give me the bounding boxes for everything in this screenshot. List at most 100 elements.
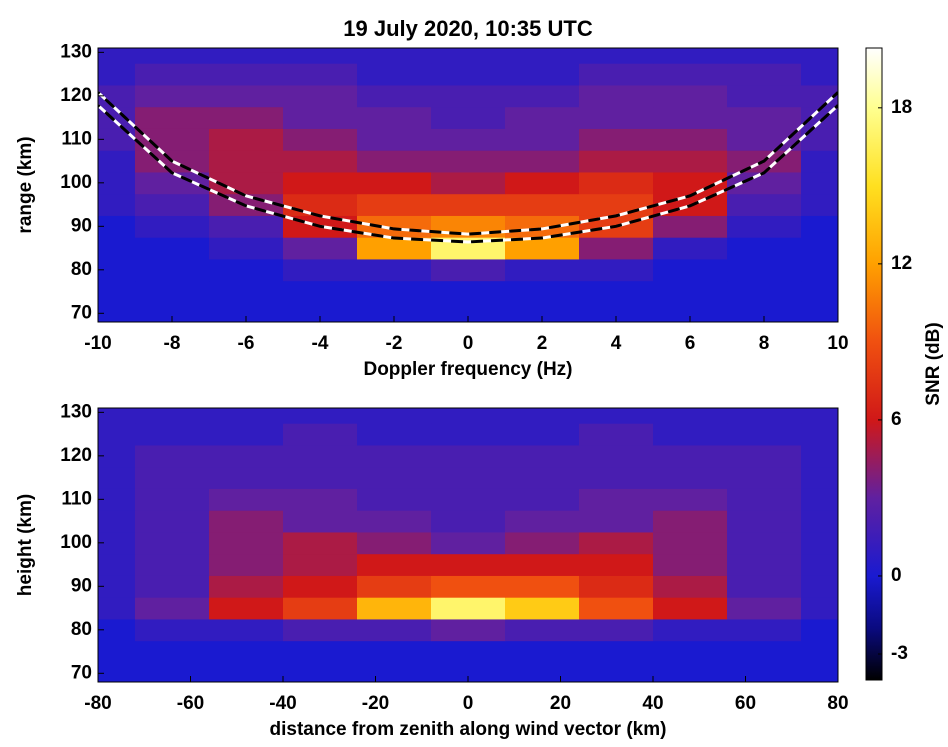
heatmap-cell <box>653 215 728 238</box>
heatmap-cell <box>505 280 580 303</box>
heatmap-cell <box>98 597 136 620</box>
heatmap-cell <box>135 280 210 303</box>
heatmap-cell <box>579 84 654 108</box>
heatmap-cell <box>579 408 654 424</box>
heatmap-cell <box>98 215 136 238</box>
heatmap-cell <box>357 510 432 533</box>
y-tick-label: 70 <box>71 662 92 683</box>
x-tick-label: -8 <box>164 333 181 354</box>
heatmap-cell <box>98 128 136 151</box>
heatmap-cell <box>801 302 838 322</box>
heatmap-cell <box>98 488 136 511</box>
heatmap-cell <box>357 553 432 576</box>
heatmap-cell <box>98 553 136 576</box>
heatmap-cell <box>505 531 580 555</box>
x-tick-label: -20 <box>362 693 389 714</box>
heatmap-cell <box>579 171 654 195</box>
y-axis-label: range (km) <box>15 136 36 233</box>
heatmap-cell <box>209 444 284 468</box>
heatmap-cell <box>357 597 432 620</box>
heatmap-cell <box>727 618 802 642</box>
heatmap-cell <box>653 575 728 598</box>
heatmap-cell <box>209 302 284 322</box>
heatmap-cell <box>431 575 506 598</box>
heatmap-cell <box>357 150 432 173</box>
heatmap-cell <box>505 618 580 642</box>
x-tick-label: 8 <box>759 333 770 354</box>
heatmap-cell <box>653 128 728 151</box>
heatmap-cell <box>283 618 358 642</box>
heatmap-cell <box>505 510 580 533</box>
heatmap-cell <box>431 444 506 468</box>
heatmap-cell <box>357 215 432 238</box>
heatmap-cell <box>653 258 728 282</box>
heatmap-cell <box>653 640 728 663</box>
heatmap-cell <box>135 106 210 129</box>
heatmap-cell <box>727 106 802 129</box>
heatmap-cell <box>98 423 136 446</box>
heatmap-cell <box>283 408 358 424</box>
heatmap-cell <box>727 84 802 108</box>
x-tick-label: -2 <box>386 333 403 354</box>
y-tick-label: 130 <box>60 401 92 422</box>
heatmap-cell <box>505 423 580 446</box>
heatmap-cell <box>283 84 358 108</box>
heatmap-cell <box>135 215 210 238</box>
heatmap-cell <box>209 662 284 682</box>
heatmap-cell <box>283 106 358 129</box>
heatmap-cell <box>653 302 728 322</box>
y-tick-label: 100 <box>60 172 92 193</box>
heatmap-cell <box>209 510 284 533</box>
heatmap-cell <box>505 215 580 238</box>
heatmap-cell <box>579 106 654 129</box>
heatmap-cell <box>653 618 728 642</box>
heatmap-cell <box>505 48 580 64</box>
heatmap-cell <box>801 662 838 682</box>
heatmap-cell <box>283 258 358 282</box>
heatmap-cell <box>579 597 654 620</box>
heatmap-cell <box>801 531 838 555</box>
y-tick-label: 120 <box>60 445 92 466</box>
heatmap-cell <box>283 444 358 468</box>
heatmap-cell <box>357 662 432 682</box>
heatmap-cell <box>98 193 136 216</box>
heatmap-cell <box>98 531 136 555</box>
heatmap-cell <box>209 488 284 511</box>
heatmap-cell <box>431 531 506 555</box>
heatmap-cell <box>209 48 284 64</box>
heatmap-cell <box>98 444 136 468</box>
heatmap-cell <box>135 193 210 216</box>
x-axis-label: distance from zenith along wind vector (… <box>270 719 667 740</box>
heatmap-cell <box>283 597 358 620</box>
heatmap-cell <box>579 423 654 446</box>
heatmap-cell <box>357 48 432 64</box>
heatmap-cell <box>653 63 728 86</box>
heatmap-cell <box>653 466 728 489</box>
heatmap-cell <box>283 423 358 446</box>
heatmap-cell <box>579 444 654 468</box>
heatmap-cell <box>579 488 654 511</box>
heatmap-cell <box>283 510 358 533</box>
heatmap-cell <box>431 237 506 260</box>
heatmap-cell <box>653 444 728 468</box>
heatmap-cell <box>505 640 580 663</box>
heatmap-cell <box>579 553 654 576</box>
heatmap-cell <box>283 150 358 173</box>
heatmap-cell <box>653 488 728 511</box>
heatmap-cell <box>505 150 580 173</box>
heatmap-cell <box>505 575 580 598</box>
heatmap-cell <box>209 215 284 238</box>
y-tick-label: 110 <box>61 128 92 149</box>
x-tick-label: -60 <box>177 693 204 714</box>
heatmap-cell <box>357 423 432 446</box>
heatmap-cell <box>505 128 580 151</box>
heatmap-cell <box>209 84 284 108</box>
curve <box>98 104 838 244</box>
heatmap-cell <box>98 48 136 64</box>
heatmap-cell <box>135 444 210 468</box>
heatmap-cell <box>98 510 136 533</box>
heatmap-cell <box>727 553 802 576</box>
heatmap-cell <box>135 531 210 555</box>
heatmap-cell <box>801 280 838 303</box>
heatmap-cell <box>505 106 580 129</box>
